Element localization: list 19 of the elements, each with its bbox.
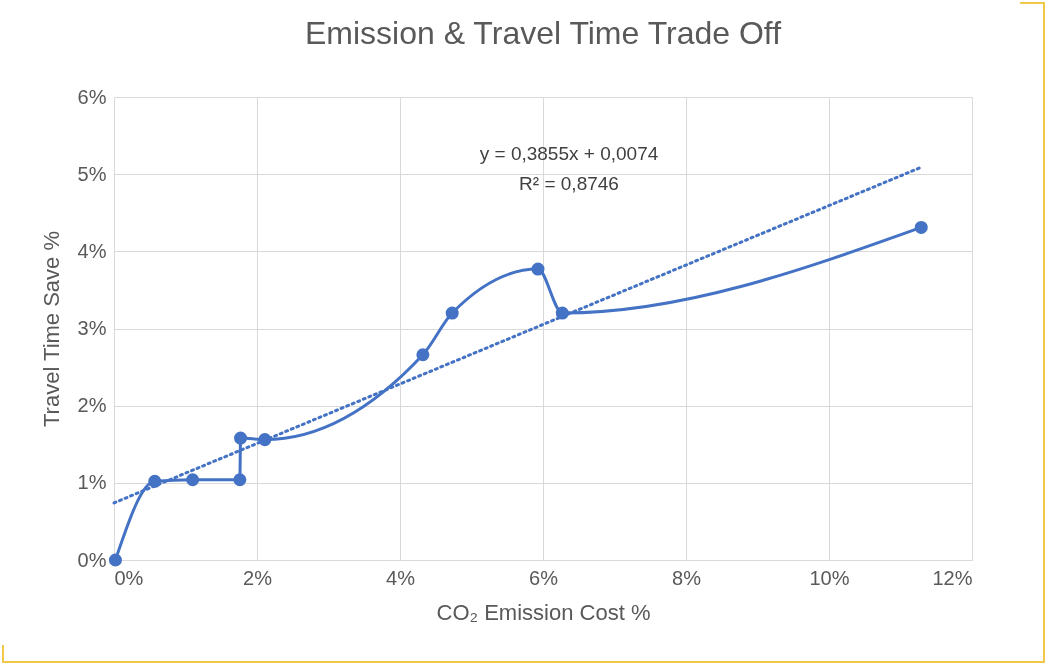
y-tick-label: 4% [77, 239, 107, 262]
x-tick-label: 10% [809, 566, 850, 589]
y-tick-label: 0% [77, 548, 107, 571]
y-axis-title: Travel Time Save % [38, 230, 64, 428]
x-axis-title: CO₂ Emission Cost % [436, 599, 651, 625]
y-tick-label: 2% [77, 394, 107, 417]
y-tick-label: 1% [77, 471, 107, 494]
y-tick-label: 5% [77, 162, 107, 185]
x-tick-label: 2% [243, 566, 273, 589]
annotation: y = 0,3855x + 0,0074 [479, 143, 659, 164]
y-tick-label: 6% [77, 85, 107, 108]
x-tick-label: 8% [672, 566, 702, 589]
x-tick-label: 0% [114, 566, 144, 589]
chart-title: Emission & Travel Time Trade Off [304, 15, 782, 51]
x-tick-label: 12% [932, 566, 973, 589]
y-tick-label: 3% [77, 317, 107, 339]
x-tick-label: 6% [529, 566, 559, 589]
annotation: R² = 0,8746 [519, 173, 619, 194]
x-tick-label: 4% [386, 566, 416, 589]
